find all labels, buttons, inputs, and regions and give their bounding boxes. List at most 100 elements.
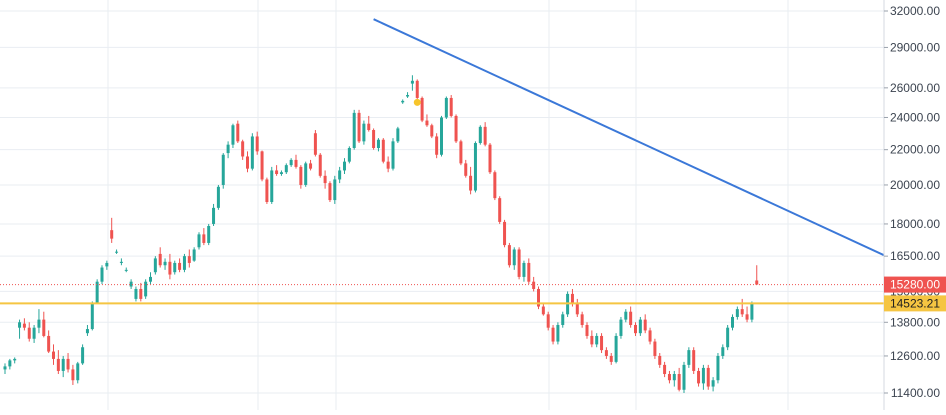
candle-body-down <box>590 335 594 345</box>
candle-body-down <box>187 256 191 263</box>
candle-body-down <box>323 175 327 184</box>
candle-body-up <box>619 319 623 336</box>
axis-tick-labels: 32000.00 29000.00 26000.00 24000.00 22000.00… <box>884 4 940 400</box>
candle-body-up <box>173 262 177 273</box>
candle-body-up <box>32 327 36 339</box>
candle-body-up <box>561 314 565 325</box>
y-tick-label: 16500.00 <box>890 249 940 263</box>
candle-body-down <box>706 367 710 387</box>
y-tick-label: 22000.00 <box>890 143 940 157</box>
candle-body-down <box>71 369 75 381</box>
candle-body-down <box>609 355 613 362</box>
trendline <box>373 18 946 285</box>
candle-body-up <box>221 154 225 185</box>
candle-body-up <box>37 319 41 328</box>
candle-body-down <box>483 126 487 145</box>
candle-body-down <box>551 327 555 342</box>
candle-body-down <box>493 172 497 199</box>
candle-body-up <box>207 226 211 243</box>
candle-body-up <box>216 186 220 208</box>
grid-layer <box>0 0 884 410</box>
candle-body-up <box>721 347 725 356</box>
overlay-layer <box>0 18 946 305</box>
y-tick-label: 11400.00 <box>891 386 940 400</box>
candle-body-up <box>478 126 482 144</box>
candle-body-up <box>105 262 109 267</box>
candle-body-down <box>357 112 361 142</box>
candle-body-up <box>192 249 196 261</box>
candle-body-up <box>473 143 477 191</box>
candle-body-up <box>129 281 133 287</box>
candle-body-up <box>284 165 288 173</box>
candle-body-down <box>66 358 70 370</box>
candle-body-down <box>309 163 313 169</box>
candle-body-down <box>236 123 240 142</box>
y-tick-label: 18000.00 <box>890 217 940 231</box>
candle-body-up <box>401 100 405 103</box>
candle-body-up <box>90 302 94 330</box>
candle-body-up <box>343 161 346 171</box>
candle-body-down <box>692 350 696 371</box>
candle-body-up <box>226 144 230 154</box>
candle-body-down <box>367 123 371 131</box>
candle-body-down <box>663 364 667 375</box>
candle-body-up <box>124 269 128 271</box>
last-price-badge: 15280.00 <box>890 278 940 292</box>
candle-body-down <box>643 319 647 331</box>
candle-body-up <box>347 147 351 162</box>
candle-body-up <box>3 366 7 370</box>
candle-body-up <box>134 288 138 299</box>
candle-body-down <box>527 262 531 282</box>
candle-body-down <box>386 161 390 169</box>
y-tick-label: 26000.00 <box>890 81 940 95</box>
candle-body-down <box>740 309 744 315</box>
candle-body-up <box>61 358 65 371</box>
candle-body-down <box>517 249 521 277</box>
candle-body-down <box>27 327 31 339</box>
candle-body-down <box>56 358 60 371</box>
candle-body-down <box>435 136 439 155</box>
candle-body-down <box>677 374 681 390</box>
candle-body-up <box>731 316 734 328</box>
candle-body-up <box>163 261 167 266</box>
candle-body-up <box>444 97 448 118</box>
support-badge-bg <box>884 295 946 312</box>
candle-body-up <box>182 256 186 270</box>
candle-body-down <box>604 350 608 356</box>
candle-body-up <box>144 281 148 297</box>
marker-dot <box>413 98 421 106</box>
candle-body-down <box>541 306 545 315</box>
candle-body-down <box>580 314 584 325</box>
candle-body-up <box>212 207 216 224</box>
candle-body-down <box>585 324 589 336</box>
candle-body-down <box>202 234 206 243</box>
candle-body-down <box>629 311 633 325</box>
candle-body-down <box>255 136 259 152</box>
y-tick-label: 20000.00 <box>890 178 940 192</box>
candle-body-up <box>396 128 400 142</box>
candle-body-down <box>469 175 473 191</box>
candle-body-down <box>158 253 162 266</box>
candle-body-up <box>279 172 283 175</box>
candle-body-down <box>430 125 434 137</box>
candle-body-down <box>464 163 468 176</box>
candle-body-up <box>289 159 293 166</box>
candle-body-down <box>697 370 701 384</box>
candle-body-up <box>687 350 691 365</box>
candle-body-down <box>265 179 269 202</box>
candle-body-up <box>614 335 618 362</box>
candle-body-up <box>624 311 628 320</box>
candle-body-up <box>100 267 104 282</box>
candle-body-up <box>376 139 380 148</box>
candle-body-down <box>503 221 507 246</box>
candle-body-down <box>328 183 332 201</box>
candle-body-down <box>507 245 511 266</box>
candle-body-down <box>52 351 55 359</box>
candle-body-down <box>658 355 662 365</box>
candle-body-up <box>595 335 599 345</box>
price-axis[interactable] <box>884 0 946 410</box>
candle-body-up <box>8 360 12 367</box>
candle-body-up <box>410 80 414 84</box>
